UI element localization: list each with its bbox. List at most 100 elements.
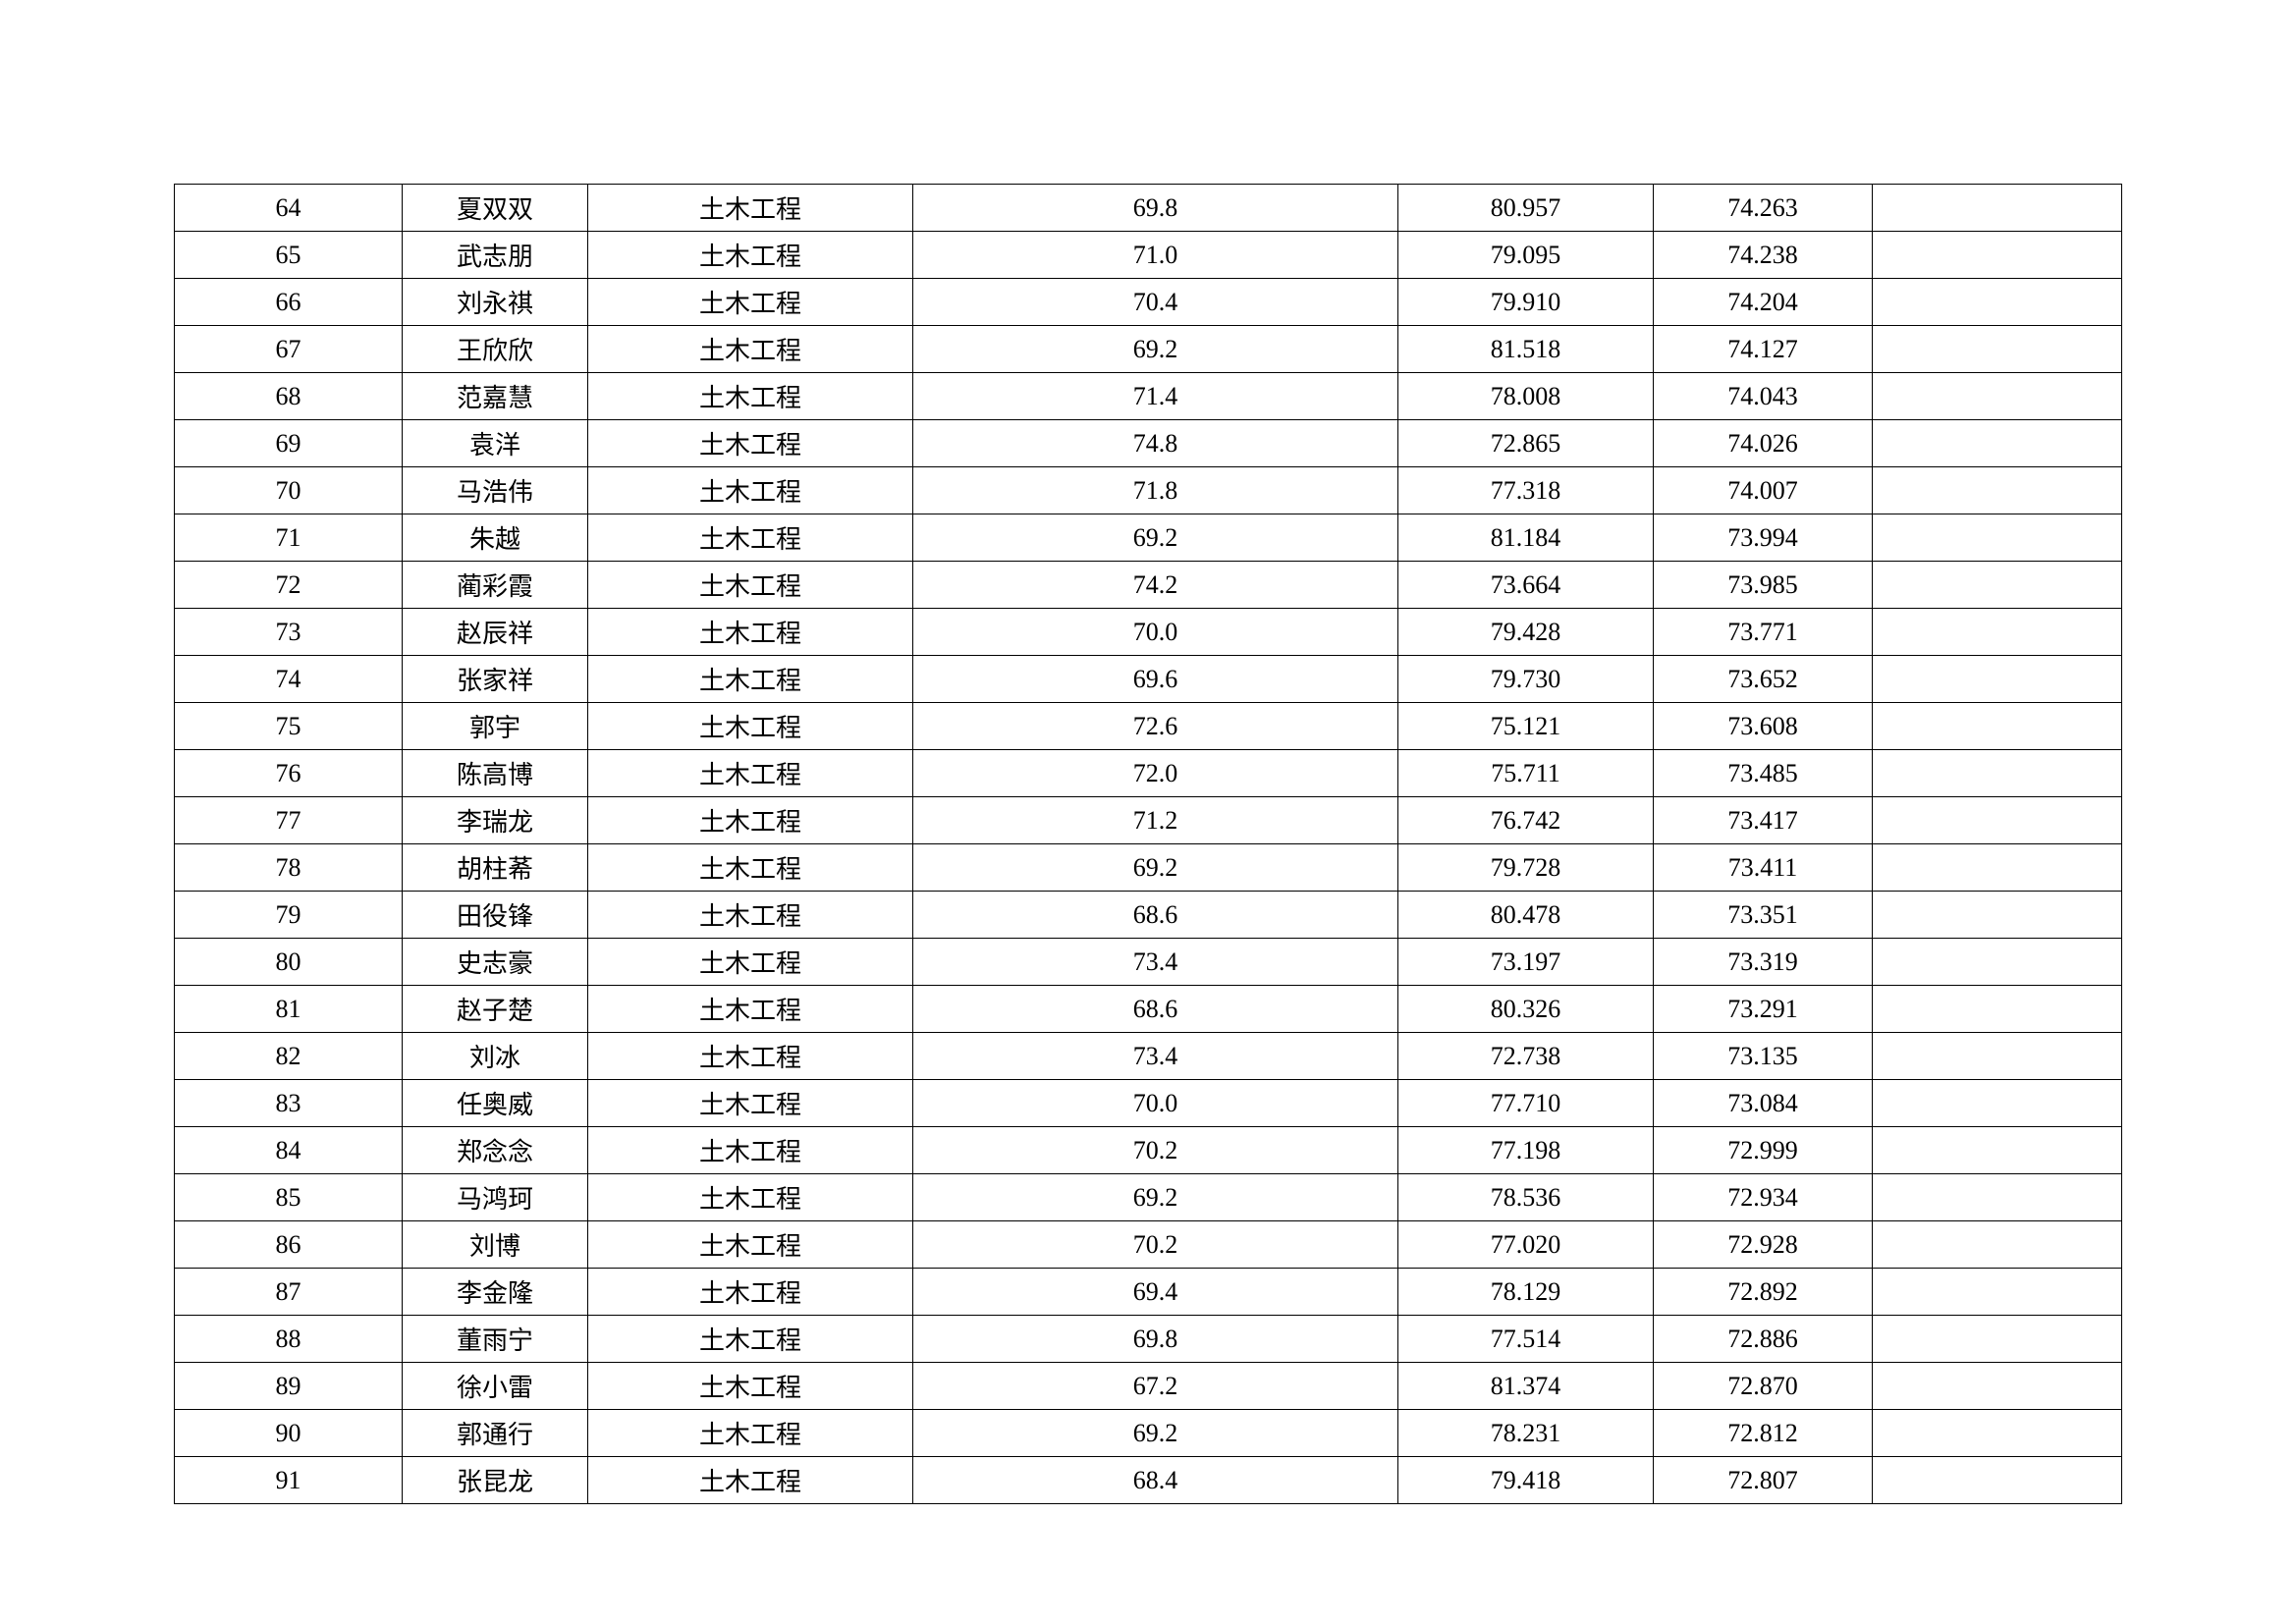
cell-last: [1873, 185, 2122, 232]
cell-major: 土木工程: [588, 703, 913, 750]
cell-idx: 77: [175, 797, 403, 844]
cell-major: 土木工程: [588, 326, 913, 373]
cell-name: 李瑞龙: [403, 797, 588, 844]
cell-last: [1873, 609, 2122, 656]
cell-s2: 77.020: [1398, 1221, 1654, 1269]
cell-idx: 81: [175, 986, 403, 1033]
table-row: 84郑念念土木工程70.277.19872.999: [175, 1127, 2122, 1174]
cell-s3: 74.204: [1654, 279, 1873, 326]
table-row: 74张家祥土木工程69.679.73073.652: [175, 656, 2122, 703]
cell-s1: 68.4: [913, 1457, 1398, 1504]
cell-major: 土木工程: [588, 609, 913, 656]
cell-last: [1873, 420, 2122, 467]
cell-last: [1873, 1221, 2122, 1269]
cell-name: 田役锋: [403, 892, 588, 939]
cell-name: 史志豪: [403, 939, 588, 986]
cell-major: 土木工程: [588, 279, 913, 326]
cell-last: [1873, 986, 2122, 1033]
table-row: 71朱越土木工程69.281.18473.994: [175, 514, 2122, 562]
cell-s2: 75.711: [1398, 750, 1654, 797]
cell-last: [1873, 1410, 2122, 1457]
cell-major: 土木工程: [588, 514, 913, 562]
cell-idx: 91: [175, 1457, 403, 1504]
cell-s3: 73.291: [1654, 986, 1873, 1033]
cell-idx: 84: [175, 1127, 403, 1174]
table-row: 69袁洋土木工程74.872.86574.026: [175, 420, 2122, 467]
cell-s2: 81.184: [1398, 514, 1654, 562]
cell-s1: 69.2: [913, 326, 1398, 373]
cell-idx: 68: [175, 373, 403, 420]
cell-last: [1873, 562, 2122, 609]
page: 64夏双双土木工程69.880.95774.26365武志朋土木工程71.079…: [0, 0, 2296, 1623]
cell-major: 土木工程: [588, 1127, 913, 1174]
cell-last: [1873, 514, 2122, 562]
cell-s3: 72.870: [1654, 1363, 1873, 1410]
table-row: 89徐小雷土木工程67.281.37472.870: [175, 1363, 2122, 1410]
cell-s3: 72.934: [1654, 1174, 1873, 1221]
cell-name: 李金隆: [403, 1269, 588, 1316]
cell-s1: 69.2: [913, 1410, 1398, 1457]
table-row: 85马鸿珂土木工程69.278.53672.934: [175, 1174, 2122, 1221]
cell-name: 郭通行: [403, 1410, 588, 1457]
cell-s1: 70.2: [913, 1221, 1398, 1269]
cell-major: 土木工程: [588, 939, 913, 986]
table-row: 66刘永祺土木工程70.479.91074.204: [175, 279, 2122, 326]
cell-last: [1873, 1127, 2122, 1174]
cell-last: [1873, 1269, 2122, 1316]
cell-name: 刘博: [403, 1221, 588, 1269]
cell-major: 土木工程: [588, 656, 913, 703]
cell-last: [1873, 326, 2122, 373]
cell-s1: 69.2: [913, 514, 1398, 562]
table-row: 70马浩伟土木工程71.877.31874.007: [175, 467, 2122, 514]
cell-s1: 71.4: [913, 373, 1398, 420]
cell-s2: 80.478: [1398, 892, 1654, 939]
cell-name: 刘永祺: [403, 279, 588, 326]
cell-s1: 73.4: [913, 1033, 1398, 1080]
cell-s1: 72.0: [913, 750, 1398, 797]
cell-name: 范嘉慧: [403, 373, 588, 420]
cell-name: 马浩伟: [403, 467, 588, 514]
cell-name: 张家祥: [403, 656, 588, 703]
cell-s2: 75.121: [1398, 703, 1654, 750]
cell-s3: 72.886: [1654, 1316, 1873, 1363]
cell-idx: 85: [175, 1174, 403, 1221]
cell-name: 董雨宁: [403, 1316, 588, 1363]
cell-idx: 83: [175, 1080, 403, 1127]
cell-idx: 64: [175, 185, 403, 232]
table-row: 80史志豪土木工程73.473.19773.319: [175, 939, 2122, 986]
cell-s1: 69.2: [913, 1174, 1398, 1221]
cell-major: 土木工程: [588, 1174, 913, 1221]
cell-s1: 70.0: [913, 609, 1398, 656]
table-row: 75郭宇土木工程72.675.12173.608: [175, 703, 2122, 750]
cell-name: 赵子楚: [403, 986, 588, 1033]
cell-s2: 73.197: [1398, 939, 1654, 986]
cell-name: 张昆龙: [403, 1457, 588, 1504]
cell-s3: 73.417: [1654, 797, 1873, 844]
cell-name: 郑念念: [403, 1127, 588, 1174]
table-row: 78胡柱莃土木工程69.279.72873.411: [175, 844, 2122, 892]
cell-s3: 73.985: [1654, 562, 1873, 609]
cell-s3: 72.812: [1654, 1410, 1873, 1457]
cell-last: [1873, 1080, 2122, 1127]
cell-s3: 74.026: [1654, 420, 1873, 467]
cell-s2: 72.865: [1398, 420, 1654, 467]
cell-s3: 72.807: [1654, 1457, 1873, 1504]
cell-s2: 81.518: [1398, 326, 1654, 373]
cell-s1: 68.6: [913, 986, 1398, 1033]
cell-name: 徐小雷: [403, 1363, 588, 1410]
cell-idx: 67: [175, 326, 403, 373]
cell-last: [1873, 1316, 2122, 1363]
table-row: 77李瑞龙土木工程71.276.74273.417: [175, 797, 2122, 844]
cell-major: 土木工程: [588, 1080, 913, 1127]
cell-s1: 67.2: [913, 1363, 1398, 1410]
cell-s2: 78.008: [1398, 373, 1654, 420]
cell-s2: 79.428: [1398, 609, 1654, 656]
table-row: 79田役锋土木工程68.680.47873.351: [175, 892, 2122, 939]
cell-last: [1873, 279, 2122, 326]
cell-idx: 73: [175, 609, 403, 656]
cell-last: [1873, 797, 2122, 844]
cell-major: 土木工程: [588, 232, 913, 279]
cell-idx: 87: [175, 1269, 403, 1316]
cell-major: 土木工程: [588, 562, 913, 609]
cell-last: [1873, 1363, 2122, 1410]
